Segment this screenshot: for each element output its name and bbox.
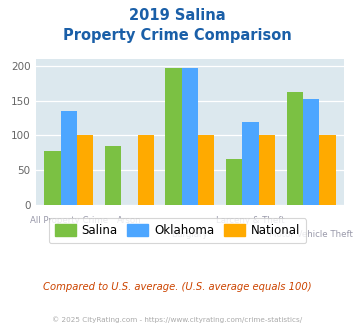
Text: Arson: Arson <box>117 216 142 225</box>
Text: Compared to U.S. average. (U.S. average equals 100): Compared to U.S. average. (U.S. average … <box>43 282 312 292</box>
Text: All Property Crime: All Property Crime <box>30 216 108 225</box>
Bar <box>44 151 61 205</box>
Text: 2019 Salina: 2019 Salina <box>129 8 226 23</box>
Text: Burglary: Burglary <box>171 230 208 239</box>
Bar <box>319 135 335 205</box>
Bar <box>182 68 198 205</box>
Bar <box>259 135 275 205</box>
Bar <box>303 99 319 205</box>
Bar <box>61 111 77 205</box>
Bar <box>77 135 93 205</box>
Text: Larceny & Theft: Larceny & Theft <box>216 216 285 225</box>
Bar <box>226 159 242 205</box>
Bar <box>137 135 154 205</box>
Bar <box>105 146 121 205</box>
Text: © 2025 CityRating.com - https://www.cityrating.com/crime-statistics/: © 2025 CityRating.com - https://www.city… <box>53 317 302 323</box>
Bar <box>286 92 303 205</box>
Bar <box>165 68 182 205</box>
Bar <box>198 135 214 205</box>
Text: Property Crime Comparison: Property Crime Comparison <box>63 28 292 43</box>
Bar <box>242 122 259 205</box>
Legend: Salina, Oklahoma, National: Salina, Oklahoma, National <box>49 218 306 243</box>
Text: Motor Vehicle Theft: Motor Vehicle Theft <box>269 230 353 239</box>
